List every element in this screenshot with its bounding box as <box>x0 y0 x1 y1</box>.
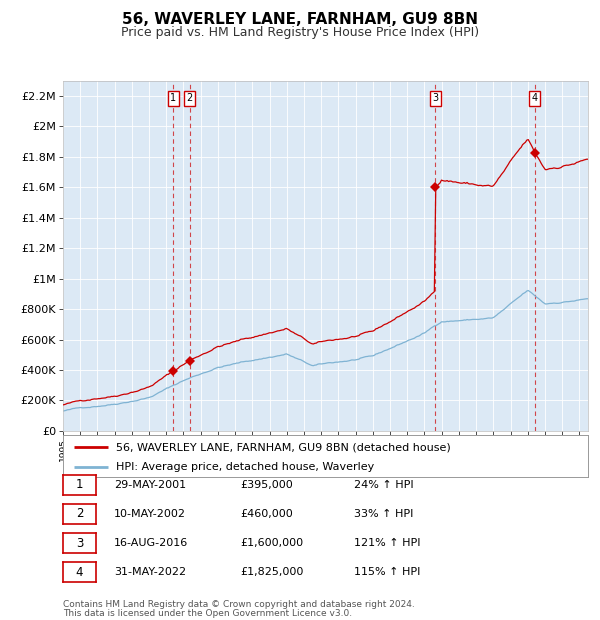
Text: 16-AUG-2016: 16-AUG-2016 <box>114 538 188 548</box>
Text: 33% ↑ HPI: 33% ↑ HPI <box>354 509 413 519</box>
Text: 3: 3 <box>432 93 438 103</box>
Text: 4: 4 <box>532 93 538 103</box>
Text: 10-MAY-2002: 10-MAY-2002 <box>114 509 186 519</box>
Text: 115% ↑ HPI: 115% ↑ HPI <box>354 567 421 577</box>
Text: 56, WAVERLEY LANE, FARNHAM, GU9 8BN (detached house): 56, WAVERLEY LANE, FARNHAM, GU9 8BN (det… <box>115 442 450 452</box>
Text: Price paid vs. HM Land Registry's House Price Index (HPI): Price paid vs. HM Land Registry's House … <box>121 26 479 39</box>
Text: 29-MAY-2001: 29-MAY-2001 <box>114 480 186 490</box>
Text: 31-MAY-2022: 31-MAY-2022 <box>114 567 186 577</box>
Text: 3: 3 <box>76 537 83 549</box>
Text: £1,825,000: £1,825,000 <box>240 567 304 577</box>
Text: £395,000: £395,000 <box>240 480 293 490</box>
Text: 4: 4 <box>76 566 83 578</box>
Text: 121% ↑ HPI: 121% ↑ HPI <box>354 538 421 548</box>
Text: 2: 2 <box>187 93 193 103</box>
Text: 1: 1 <box>76 479 83 491</box>
Text: Contains HM Land Registry data © Crown copyright and database right 2024.: Contains HM Land Registry data © Crown c… <box>63 600 415 609</box>
Text: 56, WAVERLEY LANE, FARNHAM, GU9 8BN: 56, WAVERLEY LANE, FARNHAM, GU9 8BN <box>122 12 478 27</box>
Text: This data is licensed under the Open Government Licence v3.0.: This data is licensed under the Open Gov… <box>63 609 352 618</box>
Text: 2: 2 <box>76 508 83 520</box>
Text: £460,000: £460,000 <box>240 509 293 519</box>
Text: £1,600,000: £1,600,000 <box>240 538 303 548</box>
Text: 24% ↑ HPI: 24% ↑ HPI <box>354 480 413 490</box>
Text: 1: 1 <box>170 93 176 103</box>
Text: HPI: Average price, detached house, Waverley: HPI: Average price, detached house, Wave… <box>115 462 374 472</box>
